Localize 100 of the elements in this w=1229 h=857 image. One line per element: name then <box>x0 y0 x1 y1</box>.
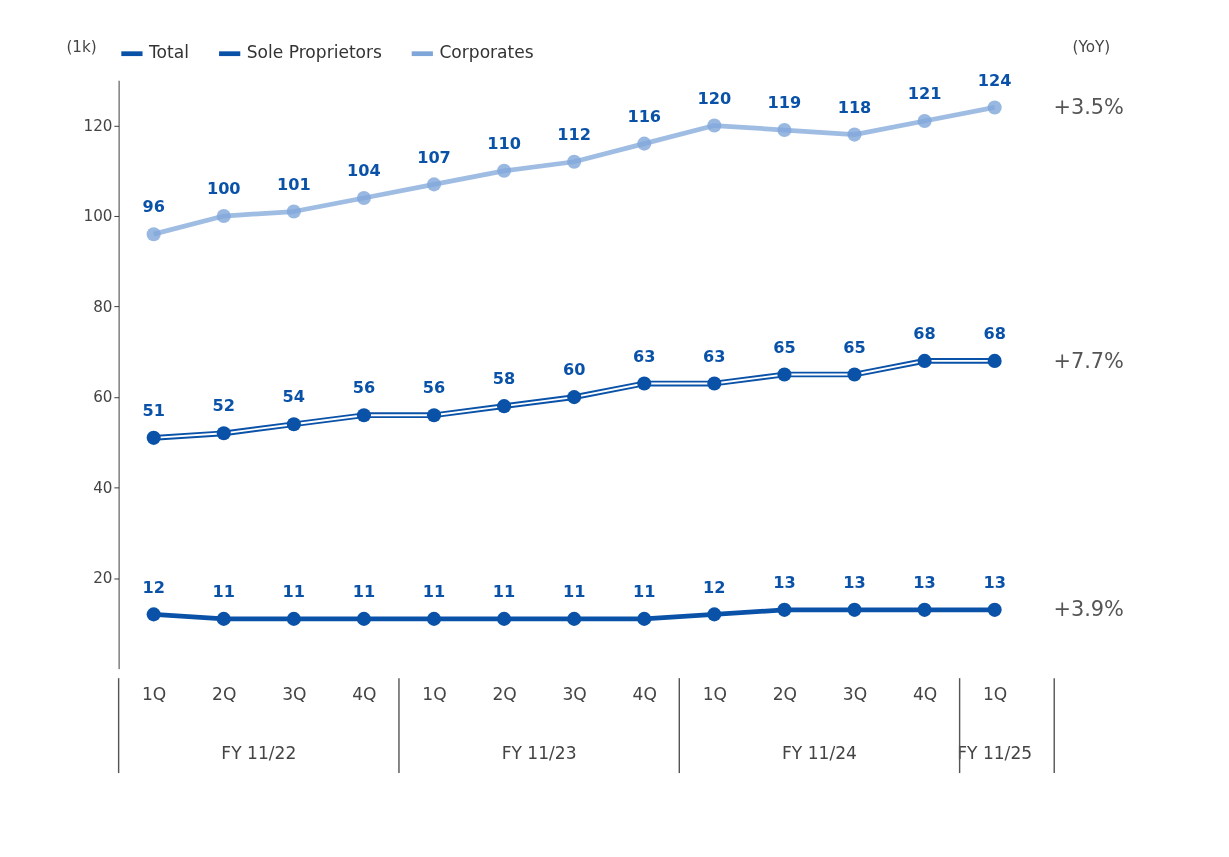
point <box>567 390 582 405</box>
point <box>567 154 582 169</box>
point <box>356 611 371 626</box>
data-label: 68 <box>913 324 936 344</box>
data-label: 119 <box>767 93 802 113</box>
point <box>917 113 932 129</box>
data-label: 11 <box>282 582 306 602</box>
text: (YoY) <box>1072 37 1111 56</box>
point <box>777 367 792 382</box>
point <box>917 602 932 617</box>
text: FY 11/23 <box>501 742 577 763</box>
data-label: 110 <box>487 133 521 153</box>
x-tick-label: 3Q <box>282 683 307 704</box>
x-tick-label: 1Q <box>141 683 167 704</box>
text: (1k) <box>66 37 97 56</box>
x-tick-label: 1Q <box>702 683 727 704</box>
point <box>707 118 722 133</box>
x-tick-label: 1Q <box>422 683 447 704</box>
point <box>777 123 792 138</box>
legend-label: Sole Proprietors <box>246 42 383 63</box>
point <box>567 611 582 626</box>
point <box>847 602 862 617</box>
data-label: 11 <box>562 582 586 602</box>
point <box>637 611 652 626</box>
point <box>216 209 231 224</box>
text: FY 11/24 <box>782 742 857 763</box>
point <box>286 204 301 219</box>
data-label: 56 <box>422 378 446 398</box>
point <box>637 136 652 151</box>
text: +7.7% <box>1053 348 1124 373</box>
data-label: 12 <box>703 577 726 597</box>
data-label: 65 <box>773 337 796 357</box>
data-label: 104 <box>347 161 381 181</box>
point <box>917 353 932 368</box>
point <box>847 367 862 382</box>
point <box>426 611 442 626</box>
data-label: 118 <box>837 97 872 117</box>
text: +3.5% <box>1053 95 1124 120</box>
data-label: 100 <box>206 179 241 199</box>
x-tick-label: 4Q <box>912 683 938 704</box>
point <box>987 353 1002 368</box>
y-tick-label: 40 <box>93 478 113 497</box>
data-label: 63 <box>703 346 726 366</box>
point <box>286 611 301 626</box>
data-label: 65 <box>843 337 866 357</box>
data-label: 120 <box>697 88 732 108</box>
point <box>146 227 161 242</box>
point <box>146 607 161 622</box>
data-label: 13 <box>913 573 936 593</box>
point <box>146 430 161 445</box>
x-tick-label: 3Q <box>562 683 587 704</box>
x-tick-label: 1Q <box>982 683 1008 704</box>
point <box>286 417 301 432</box>
x-tick-label: 2Q <box>492 683 517 704</box>
point <box>847 127 862 142</box>
data-label: 112 <box>557 124 591 144</box>
x-tick-label: 3Q <box>842 683 868 704</box>
point <box>216 426 231 441</box>
data-label: 13 <box>983 573 1006 593</box>
data-label: 13 <box>843 573 866 593</box>
data-label: 63 <box>633 346 656 366</box>
data-label: 11 <box>352 582 376 602</box>
data-label: 11 <box>492 582 516 602</box>
x-tick-label: 2Q <box>212 683 237 704</box>
data-label: 107 <box>417 147 451 167</box>
x-tick-label: 4Q <box>352 683 377 704</box>
data-label: 11 <box>422 582 446 602</box>
point <box>707 376 722 391</box>
y-tick-label: 60 <box>93 388 113 407</box>
data-label: 101 <box>277 174 311 194</box>
legend-label: Corporates <box>439 42 534 63</box>
data-label: 60 <box>562 360 586 380</box>
point <box>637 376 652 391</box>
point <box>356 190 371 205</box>
data-label: 56 <box>352 378 376 398</box>
point <box>426 177 442 192</box>
data-label: 12 <box>142 577 165 597</box>
point <box>987 602 1002 617</box>
point <box>497 399 512 414</box>
point <box>987 100 1002 115</box>
point <box>426 408 442 423</box>
data-label: 52 <box>212 396 235 416</box>
point <box>216 611 231 626</box>
data-label: 124 <box>977 70 1012 90</box>
data-label: 121 <box>907 84 942 104</box>
point <box>497 163 512 178</box>
point <box>497 611 512 626</box>
text: FY 11/22 <box>221 742 297 763</box>
point <box>777 602 792 617</box>
x-tick-label: 2Q <box>772 683 798 704</box>
y-tick-label: 120 <box>83 116 113 135</box>
y-tick-label: 100 <box>83 207 113 226</box>
data-label: 54 <box>282 387 306 407</box>
data-label: 51 <box>142 401 165 421</box>
legend-label: Total <box>148 42 189 63</box>
data-label: 11 <box>633 582 656 602</box>
data-label: 11 <box>212 582 235 602</box>
point <box>356 408 371 423</box>
data-label: 68 <box>983 324 1006 344</box>
data-label: 96 <box>142 197 165 217</box>
